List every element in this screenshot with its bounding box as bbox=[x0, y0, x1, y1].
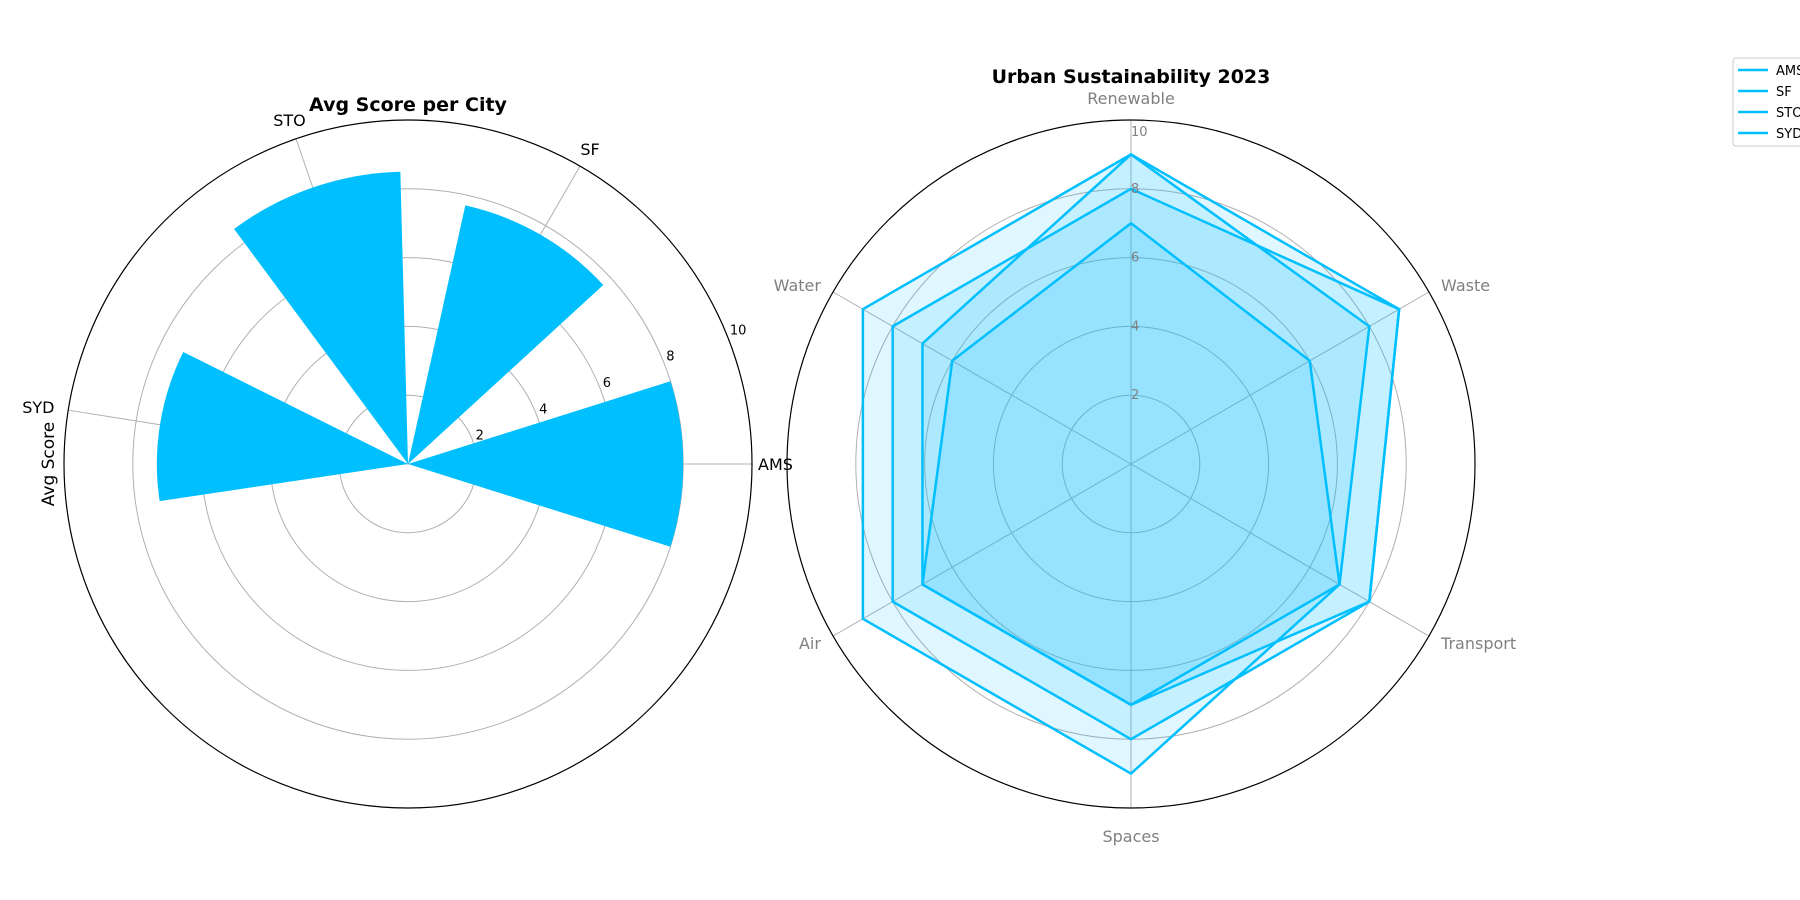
radar-axis-label: Air bbox=[799, 634, 821, 653]
polar-bar-category-label: SYD bbox=[22, 398, 54, 417]
polar-bar-ams bbox=[408, 381, 684, 547]
radar-tick-label: 10 bbox=[1131, 125, 1148, 140]
radar-spoke bbox=[832, 463, 1132, 637]
polar-bar-radial-ticks: 2 4 6 8 10 bbox=[476, 323, 747, 443]
legend-frame bbox=[1732, 57, 1800, 147]
polar-bar-category-label: AMS bbox=[758, 455, 793, 474]
polar-bar-tick-label: 6 bbox=[603, 376, 611, 391]
polar-bar-tick-label: 8 bbox=[666, 350, 674, 365]
polar-bar-tick-label: 4 bbox=[539, 402, 547, 417]
radar-series bbox=[861, 152, 1401, 776]
radar-spoke bbox=[1130, 463, 1430, 637]
radar-axis-label: Transport bbox=[1440, 634, 1516, 653]
polar-bar-sf bbox=[408, 205, 604, 464]
radar-spoke bbox=[832, 291, 1132, 465]
polar-bar-tick-label: 10 bbox=[730, 323, 747, 338]
polar-bar-outer-circle bbox=[63, 119, 753, 809]
polar-bar-category-label: STO bbox=[273, 111, 306, 130]
radar-tick-label: 8 bbox=[1131, 182, 1139, 197]
radar-axis-label: Spaces bbox=[1102, 827, 1159, 846]
radar-spoke bbox=[1130, 291, 1430, 465]
polar-bar-category-label: SF bbox=[580, 140, 599, 159]
legend-label: SF bbox=[1776, 85, 1792, 100]
radar-tick-label: 2 bbox=[1131, 388, 1139, 403]
polar-bar-tick-label: 2 bbox=[476, 429, 484, 444]
polar-bar-bars bbox=[156, 171, 684, 547]
radar-chart: Urban Sustainability 2023 2 4 6 8 10 Renewab… bbox=[774, 66, 1516, 846]
radar-title: Urban Sustainability 2023 bbox=[992, 66, 1271, 88]
radar-axis-labels: Renewable Waste Transport Spaces Air Water bbox=[774, 89, 1516, 846]
polar-bar-syd bbox=[156, 351, 408, 502]
radar-fill-sf bbox=[922, 223, 1340, 705]
polar-bar-chart: Avg Score per City Avg Score 2 4 6 8 10 AMS S… bbox=[22, 94, 793, 809]
polar-bar-category-labels: AMS SF STO SYD bbox=[22, 111, 793, 474]
radar-line-sto bbox=[861, 152, 1371, 776]
polar-bar-ylabel: Avg Score bbox=[39, 422, 59, 507]
radar-fill-ams bbox=[892, 188, 1400, 740]
radar-axis-label: Water bbox=[774, 276, 822, 295]
legend: AMS SF STO SYD bbox=[1732, 57, 1800, 147]
radar-radial-ticks: 2 4 6 8 10 bbox=[1131, 125, 1148, 403]
legend-label: SYD bbox=[1776, 127, 1800, 142]
legend-label: STO bbox=[1776, 106, 1800, 121]
radar-line-syd bbox=[921, 152, 1401, 707]
polar-bar-title: Avg Score per City bbox=[309, 94, 508, 116]
radar-axis-label: Renewable bbox=[1087, 89, 1175, 108]
polar-bar-sto bbox=[234, 171, 408, 464]
radar-tick-label: 6 bbox=[1131, 251, 1139, 266]
radar-outer-circle bbox=[786, 119, 1476, 809]
radar-tick-label: 4 bbox=[1131, 319, 1139, 334]
radar-axis-label: Waste bbox=[1441, 276, 1490, 295]
legend-label: AMS bbox=[1776, 64, 1800, 79]
legend-items: AMS SF STO SYD bbox=[1738, 64, 1800, 142]
